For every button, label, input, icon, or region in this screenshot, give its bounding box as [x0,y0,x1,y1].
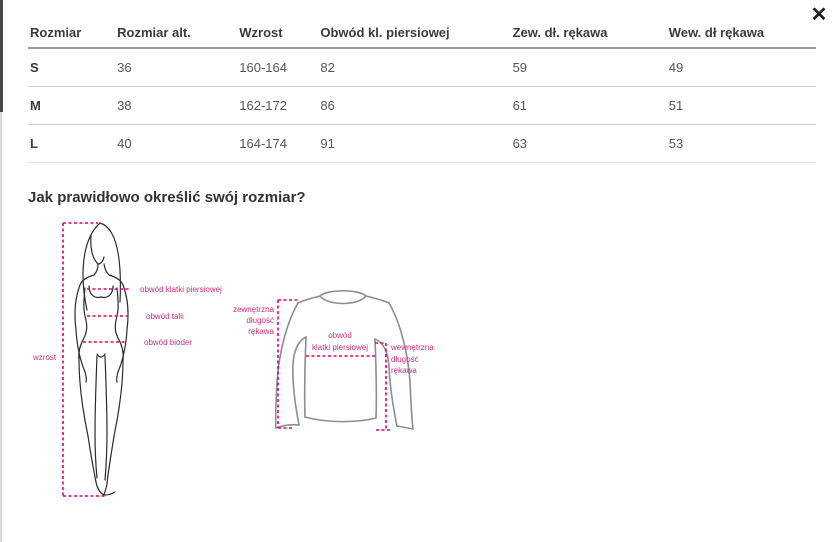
cell-size: S [28,48,116,87]
col-header-rozmiar-alt: Rozmiar alt. [115,18,238,49]
body-measurement-diagram: obwód klatki piersiowej obwód talii obwó… [32,222,222,497]
cell-inner-sleeve: 49 [666,48,816,87]
col-header-wzrost: Wzrost [237,18,319,49]
cell-height: 162-172 [237,86,319,125]
table-row: L 40 164-174 91 63 53 [28,124,816,163]
cell-outer-sleeve: 61 [510,86,667,125]
cell-outer-sleeve: 59 [510,48,667,87]
female-silhouette-sketch [74,222,129,497]
shirt-chest-label-line1: obwód [328,331,352,340]
cell-size-alt: 40 [115,124,238,163]
table-row: M 38 162-172 86 61 51 [28,86,816,125]
col-header-obwod: Obwód kl. piersiowej [318,18,511,49]
outer-sleeve-label-line2: długość [246,316,274,325]
cell-height: 160-164 [237,48,319,87]
cell-outer-sleeve: 63 [510,124,667,163]
chest-label: obwód klatki piersiowej [140,285,222,294]
height-label: wzrost [32,353,57,362]
cell-chest: 91 [318,124,511,163]
cell-inner-sleeve: 53 [666,124,816,163]
col-header-wew-rekaw: Wew. dł rękawa [666,18,816,49]
cell-inner-sleeve: 51 [666,86,816,125]
shirt-measurement-lines [277,299,392,431]
cell-size: L [28,124,116,163]
cell-height: 164-174 [237,124,319,163]
table-header-row: Rozmiar Rozmiar alt. Wzrost Obwód kl. pi… [28,18,816,49]
waist-label: obwód talii [146,312,184,321]
inner-sleeve-label-line1: wewnętrzna [390,343,434,352]
body-measurement-lines [62,222,131,497]
col-header-rozmiar: Rozmiar [28,18,116,49]
table-row: S 36 160-164 82 59 49 [28,48,816,87]
background-page-edge-light [0,112,2,542]
section-heading: Jak prawidłowo określić swój rozmiar? [28,189,306,206]
outer-sleeve-label-line1: zewnętrzna [233,305,274,314]
cell-size-alt: 36 [115,48,238,87]
size-table: Rozmiar Rozmiar alt. Wzrost Obwód kl. pi… [28,18,816,163]
col-header-zew-rekaw: Zew. dł. rękawa [510,18,667,49]
cell-chest: 86 [318,86,511,125]
inner-sleeve-label-line2: długość [391,355,419,364]
shirt-measurement-diagram: zewnętrzna długość rękawa obwód klatki p… [233,289,434,431]
shirt-chest-label-line2: klatki piersiowej [312,343,368,352]
background-page-edge-dark [0,0,3,112]
inner-sleeve-label-line3: rękawa [391,366,417,375]
cell-size-alt: 38 [115,86,238,125]
cell-chest: 82 [318,48,511,87]
outer-sleeve-label-line3: rękawa [248,327,274,336]
hips-label: obwód bioder [144,338,192,347]
cell-size: M [28,86,116,125]
